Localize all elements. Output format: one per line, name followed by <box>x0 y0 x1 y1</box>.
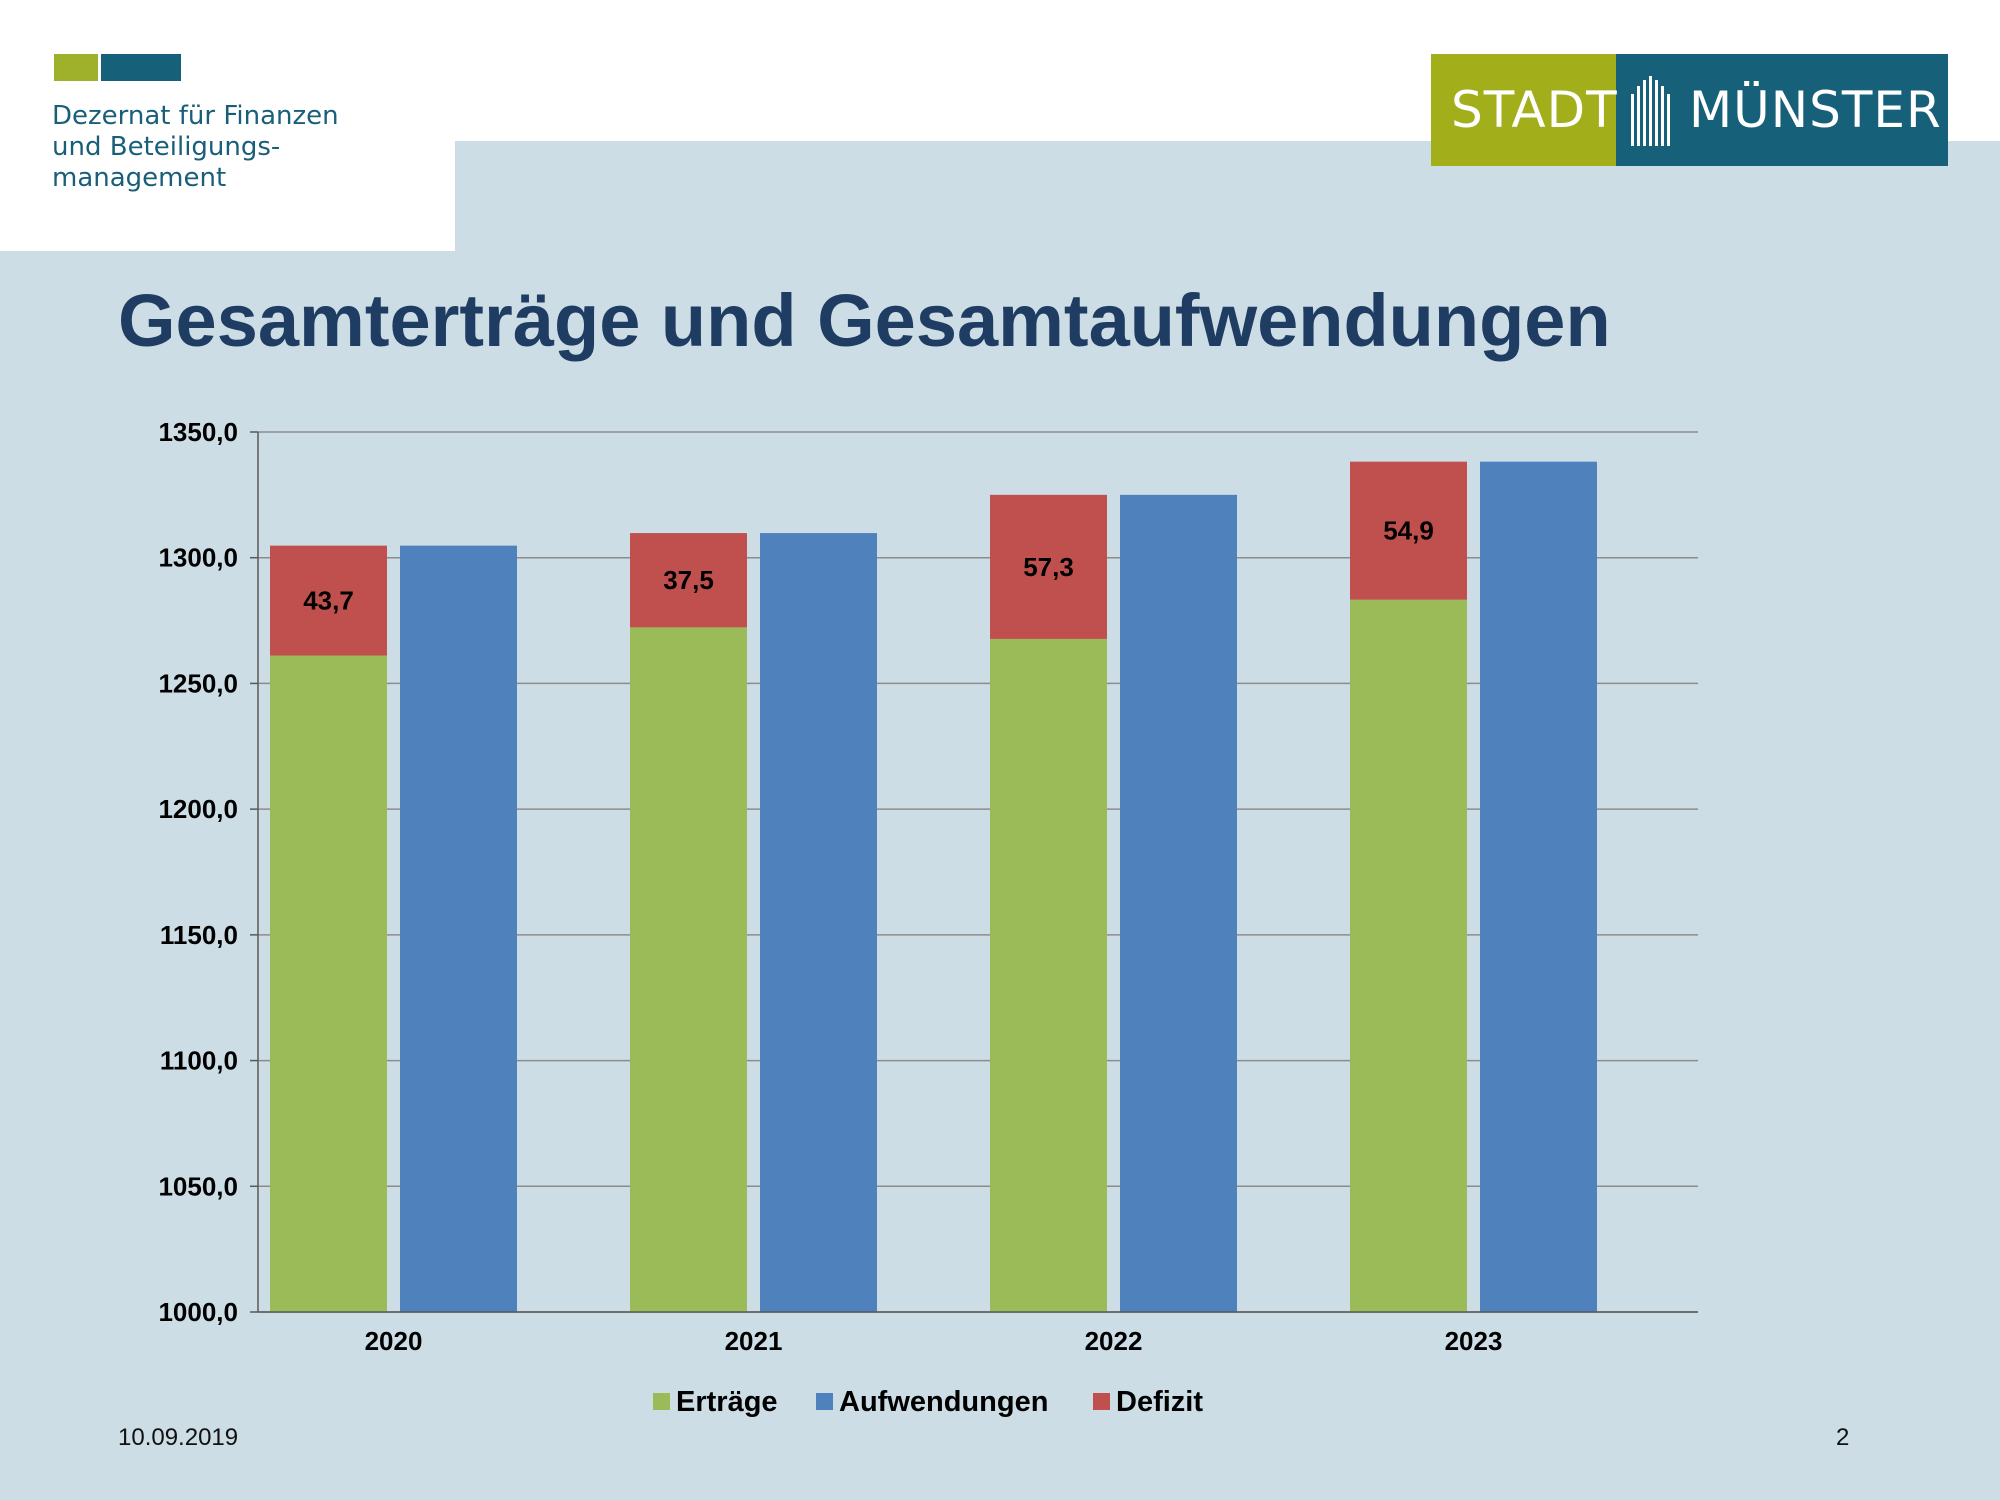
defizit-data-label: 37,5 <box>663 565 714 595</box>
slide-title: Gesamterträge und Gesamtaufwendungen <box>118 279 1611 362</box>
legend-swatch <box>653 1393 670 1410</box>
bar-ertraege <box>270 655 387 1312</box>
footer-date: 10.09.2019 <box>118 1424 239 1451</box>
department-name: Dezernat für Finanzen und Beteiligungs- … <box>52 101 339 193</box>
y-tick-label: 1150,0 <box>160 920 238 950</box>
bar-ertraege <box>990 638 1107 1312</box>
bar-aufwendungen <box>1480 461 1597 1312</box>
y-tick-label: 1300,0 <box>158 543 238 573</box>
bar-aufwendungen <box>760 533 877 1312</box>
legend-label: Aufwendungen <box>839 1386 1048 1418</box>
y-tick-label: 1200,0 <box>158 794 238 824</box>
logo-left-panel <box>1431 54 1616 166</box>
department-box: Dezernat für Finanzen und Beteiligungs- … <box>0 0 455 251</box>
bar-ertraege <box>1350 599 1467 1312</box>
defizit-data-label: 54,9 <box>1383 516 1434 546</box>
bar-defizit <box>270 545 387 656</box>
building-pillars-icon <box>1631 76 1670 146</box>
defizit-data-label: 43,7 <box>303 586 354 616</box>
bar-ertraege <box>630 627 747 1312</box>
legend-swatch <box>816 1393 833 1410</box>
logo-stadt-text: STADT <box>1451 81 1618 139</box>
logo-muenster-text: MÜNSTER <box>1689 81 1942 139</box>
brand-mark-green <box>54 54 98 81</box>
brand-mark-blue <box>101 54 181 81</box>
bar-aufwendungen <box>400 545 517 1312</box>
legend-label: Erträge <box>676 1386 778 1418</box>
y-tick-label: 1250,0 <box>158 668 238 698</box>
bar-defizit <box>630 533 747 628</box>
x-tick-label: 2022 <box>1085 1326 1143 1356</box>
logo-right-panel <box>1616 54 1948 166</box>
y-tick-label: 1000,0 <box>158 1297 238 1327</box>
x-tick-label: 2021 <box>725 1326 783 1356</box>
defizit-data-label: 57,3 <box>1023 552 1074 582</box>
y-tick-label: 1100,0 <box>160 1046 238 1076</box>
x-tick-label: 2023 <box>1445 1326 1503 1356</box>
y-tick-label: 1350,0 <box>158 417 238 447</box>
bar-defizit <box>1350 461 1467 600</box>
y-tick-label: 1050,0 <box>158 1171 238 1201</box>
legend-label: Defizit <box>1116 1386 1203 1418</box>
page-number: 2 <box>1836 1424 1850 1451</box>
legend-swatch <box>1093 1393 1110 1410</box>
stadt-muenster-logo: STADT MÜNSTER <box>1431 54 1948 166</box>
x-tick-label: 2020 <box>365 1326 423 1356</box>
bar-defizit <box>990 494 1107 639</box>
bar-aufwendungen <box>1120 494 1237 1312</box>
